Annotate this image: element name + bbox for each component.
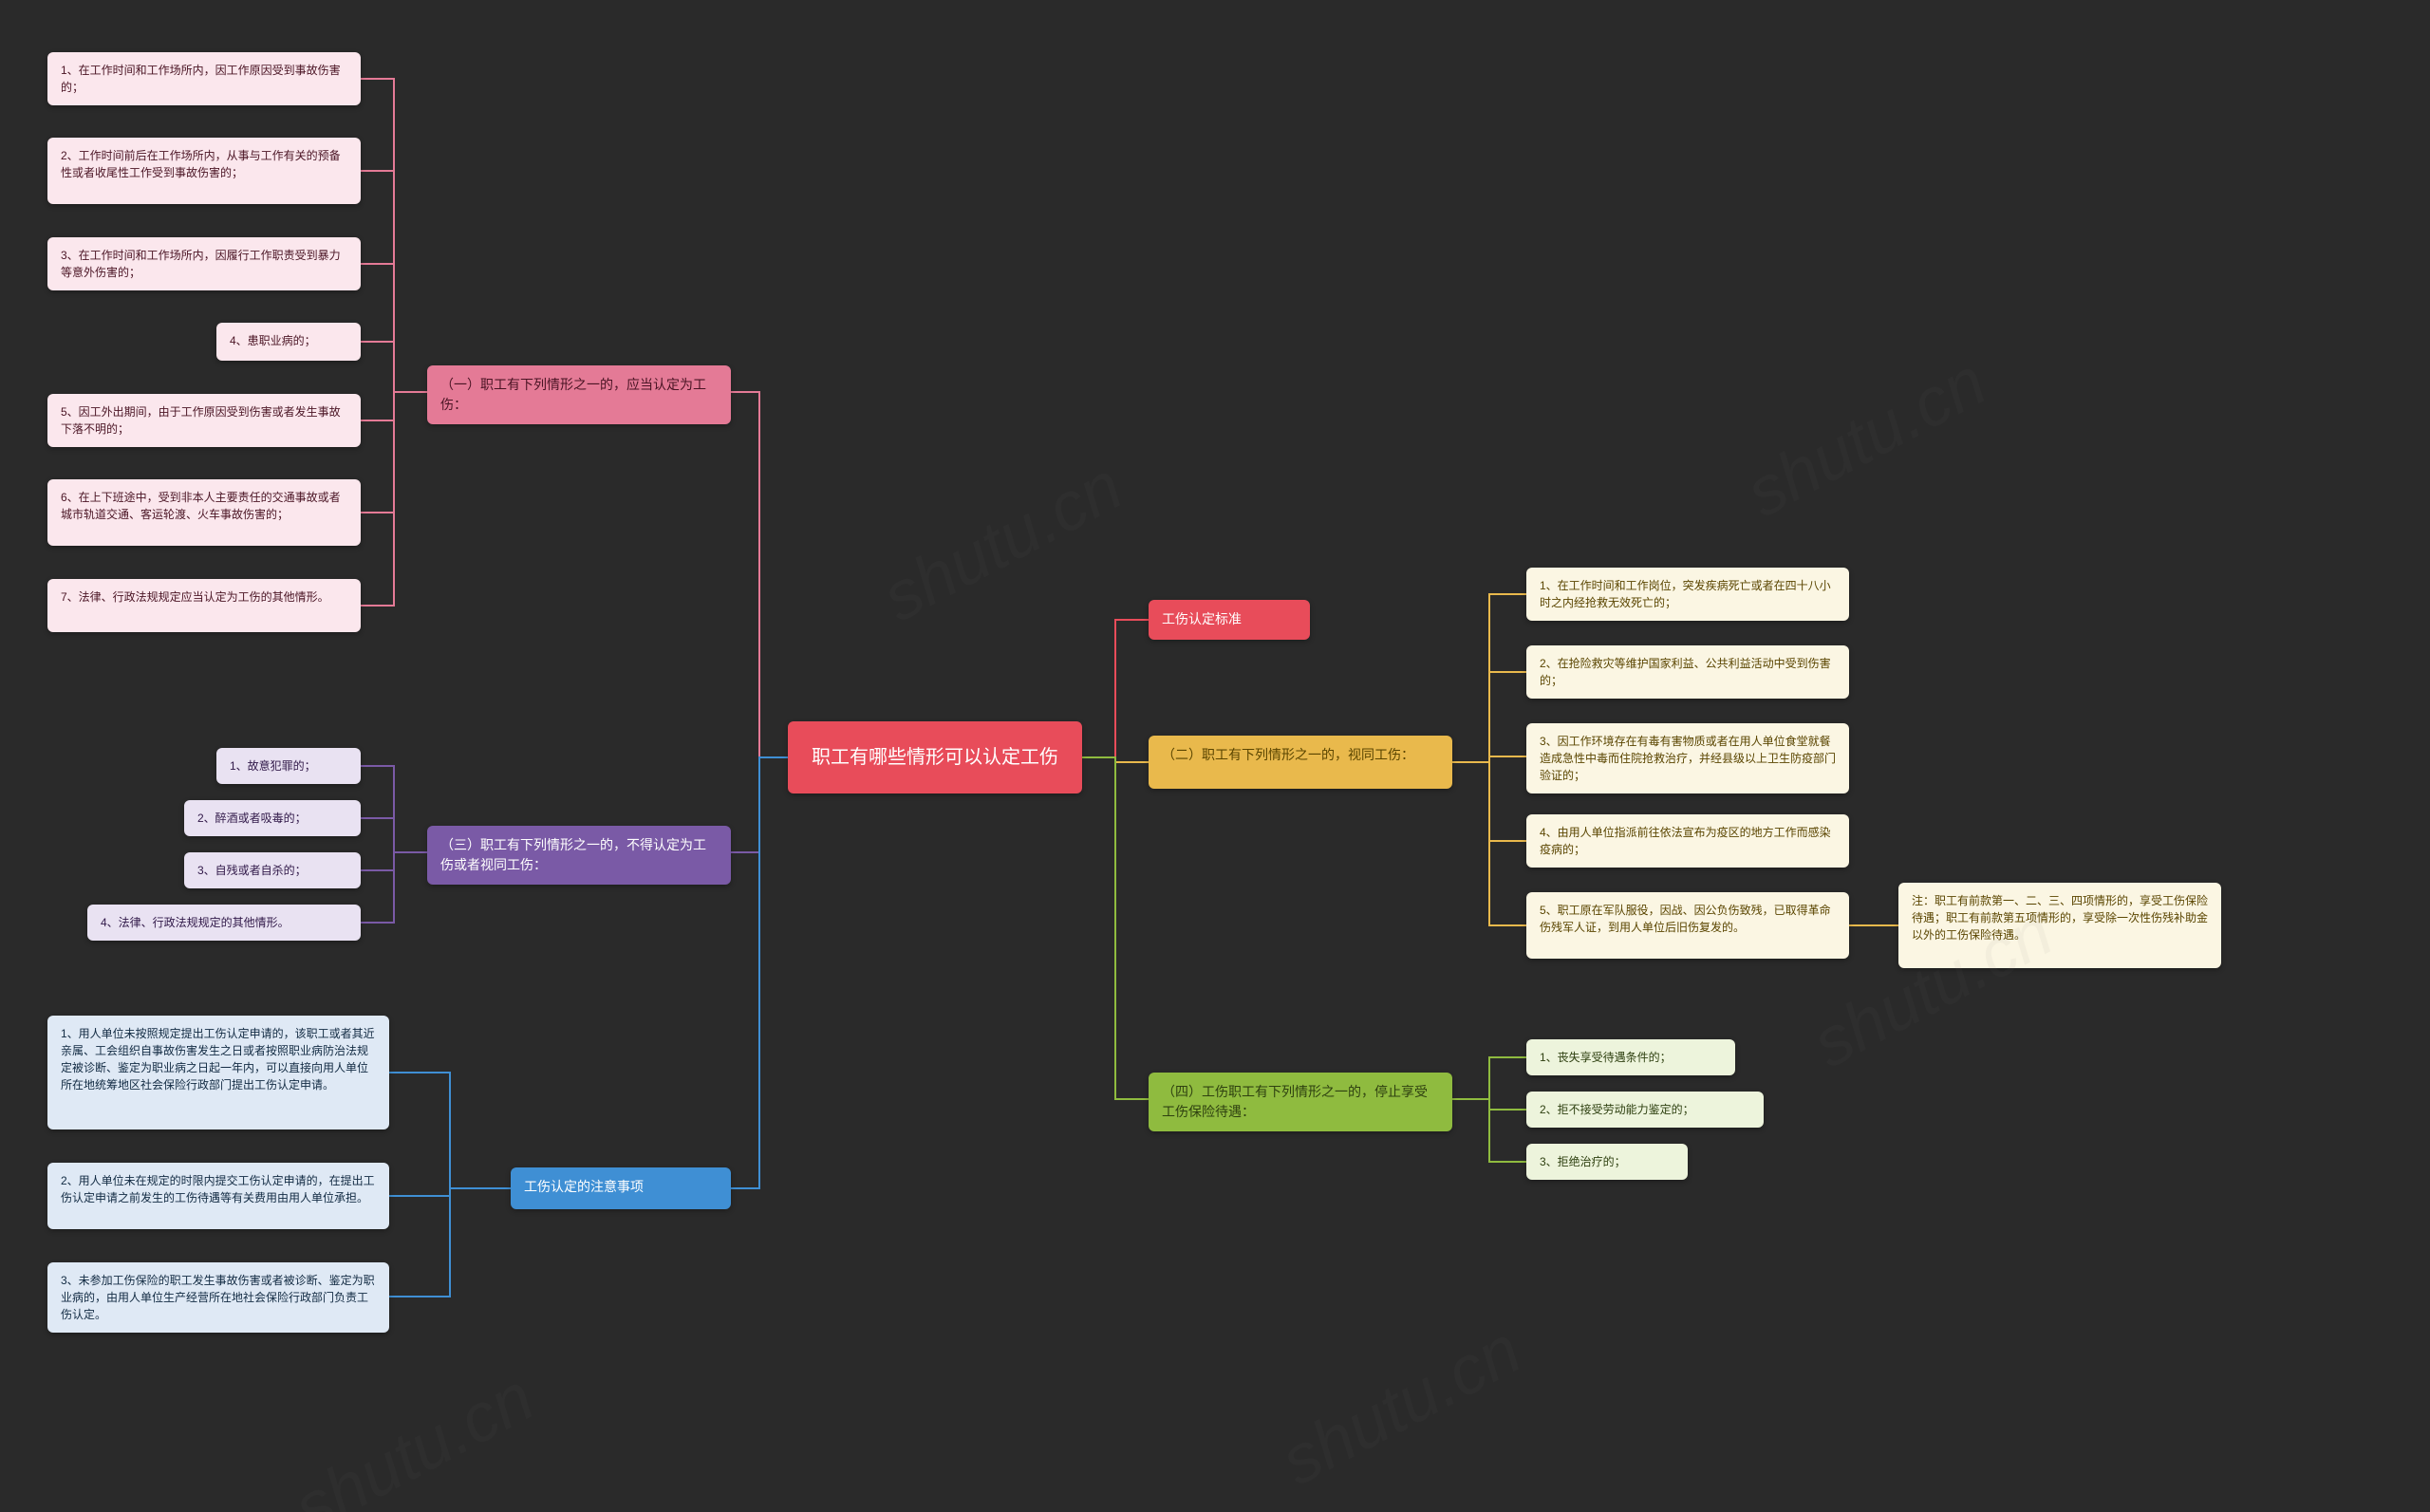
leaf-l3-0: 1、故意犯罪的； xyxy=(216,748,361,784)
leaf-r2-4: 5、职工原在军队服役，因战、因公负伤致残，已取得革命伤残军人证，到用人单位后旧伤… xyxy=(1526,892,1849,959)
watermark: shutu.cn xyxy=(1269,1311,1534,1501)
branch-lnote: 工伤认定的注意事项 xyxy=(511,1167,731,1209)
watermark: shutu.cn xyxy=(1734,343,1999,532)
leaf-l3-3: 4、法律、行政法规规定的其他情形。 xyxy=(87,905,361,941)
leaf-l1-3: 4、患职业病的； xyxy=(216,323,361,361)
leaf-l1-0: 1、在工作时间和工作场所内，因工作原因受到事故伤害的； xyxy=(47,52,361,105)
branch-r4: （四）工伤职工有下列情形之一的，停止享受工伤保险待遇： xyxy=(1149,1073,1452,1131)
leaf-l1-2: 3、在工作时间和工作场所内，因履行工作职责受到暴力等意外伤害的； xyxy=(47,237,361,290)
mindmap-canvas: 职工有哪些情形可以认定工伤 工伤认定标准 （二）职工有下列情形之一的，视同工伤： 1… xyxy=(0,0,2430,1512)
leaf-lnote-2: 3、未参加工伤保险的职工发生事故伤害或者被诊断、鉴定为职业病的，由用人单位生产经… xyxy=(47,1262,389,1333)
center-node: 职工有哪些情形可以认定工伤 xyxy=(788,721,1082,793)
leaf-r2-1: 2、在抢险救灾等维护国家利益、公共利益活动中受到伤害的； xyxy=(1526,645,1849,699)
leaf-r2-2: 3、因工作环境存在有毒有害物质或者在用人单位食堂就餐造成急性中毒而住院抢救治疗，… xyxy=(1526,723,1849,793)
leaf-r4-1: 2、拒不接受劳动能力鉴定的； xyxy=(1526,1092,1764,1128)
leaf-lnote-0: 1、用人单位未按照规定提出工伤认定申请的，该职工或者其近亲属、工会组织自事故伤害… xyxy=(47,1016,389,1129)
leaf-l1-5: 6、在上下班途中，受到非本人主要责任的交通事故或者城市轨道交通、客运轮渡、火车事… xyxy=(47,479,361,546)
branch-r2: （二）职工有下列情形之一的，视同工伤： xyxy=(1149,736,1452,789)
leaf-r2-3: 4、由用人单位指派前往依法宣布为疫区的地方工作而感染疫病的； xyxy=(1526,814,1849,868)
branch-r1: 工伤认定标准 xyxy=(1149,600,1310,640)
watermark: shutu.cn xyxy=(870,447,1135,637)
leaf-l1-4: 5、因工外出期间，由于工作原因受到伤害或者发生事故下落不明的； xyxy=(47,394,361,447)
leaf-r4-0: 1、丧失享受待遇条件的； xyxy=(1526,1039,1735,1075)
leaf-l3-2: 3、自残或者自杀的； xyxy=(184,852,361,888)
leaf-l3-1: 2、醉酒或者吸毒的； xyxy=(184,800,361,836)
branch-l3: （三）职工有下列情形之一的，不得认定为工伤或者视同工伤： xyxy=(427,826,731,885)
leaf-r4-2: 3、拒绝治疗的； xyxy=(1526,1144,1688,1180)
leaf-r2-0: 1、在工作时间和工作岗位，突发疾病死亡或者在四十八小时之内经抢救无效死亡的； xyxy=(1526,568,1849,621)
leaf-l1-6: 7、法律、行政法规规定应当认定为工伤的其他情形。 xyxy=(47,579,361,632)
leaf-lnote-1: 2、用人单位未在规定的时限内提交工伤认定申请的，在提出工伤认定申请之前发生的工伤… xyxy=(47,1163,389,1229)
leaf-l1-1: 2、工作时间前后在工作场所内，从事与工作有关的预备性或者收尾性工作受到事故伤害的… xyxy=(47,138,361,204)
branch-l1: （一）职工有下列情形之一的，应当认定为工伤： xyxy=(427,365,731,424)
center-label: 职工有哪些情形可以认定工伤 xyxy=(812,743,1058,772)
note-r2-4: 注：职工有前款第一、二、三、四项情形的，享受工伤保险待遇；职工有前款第五项情形的… xyxy=(1898,883,2221,968)
watermark: shutu.cn xyxy=(282,1358,547,1512)
